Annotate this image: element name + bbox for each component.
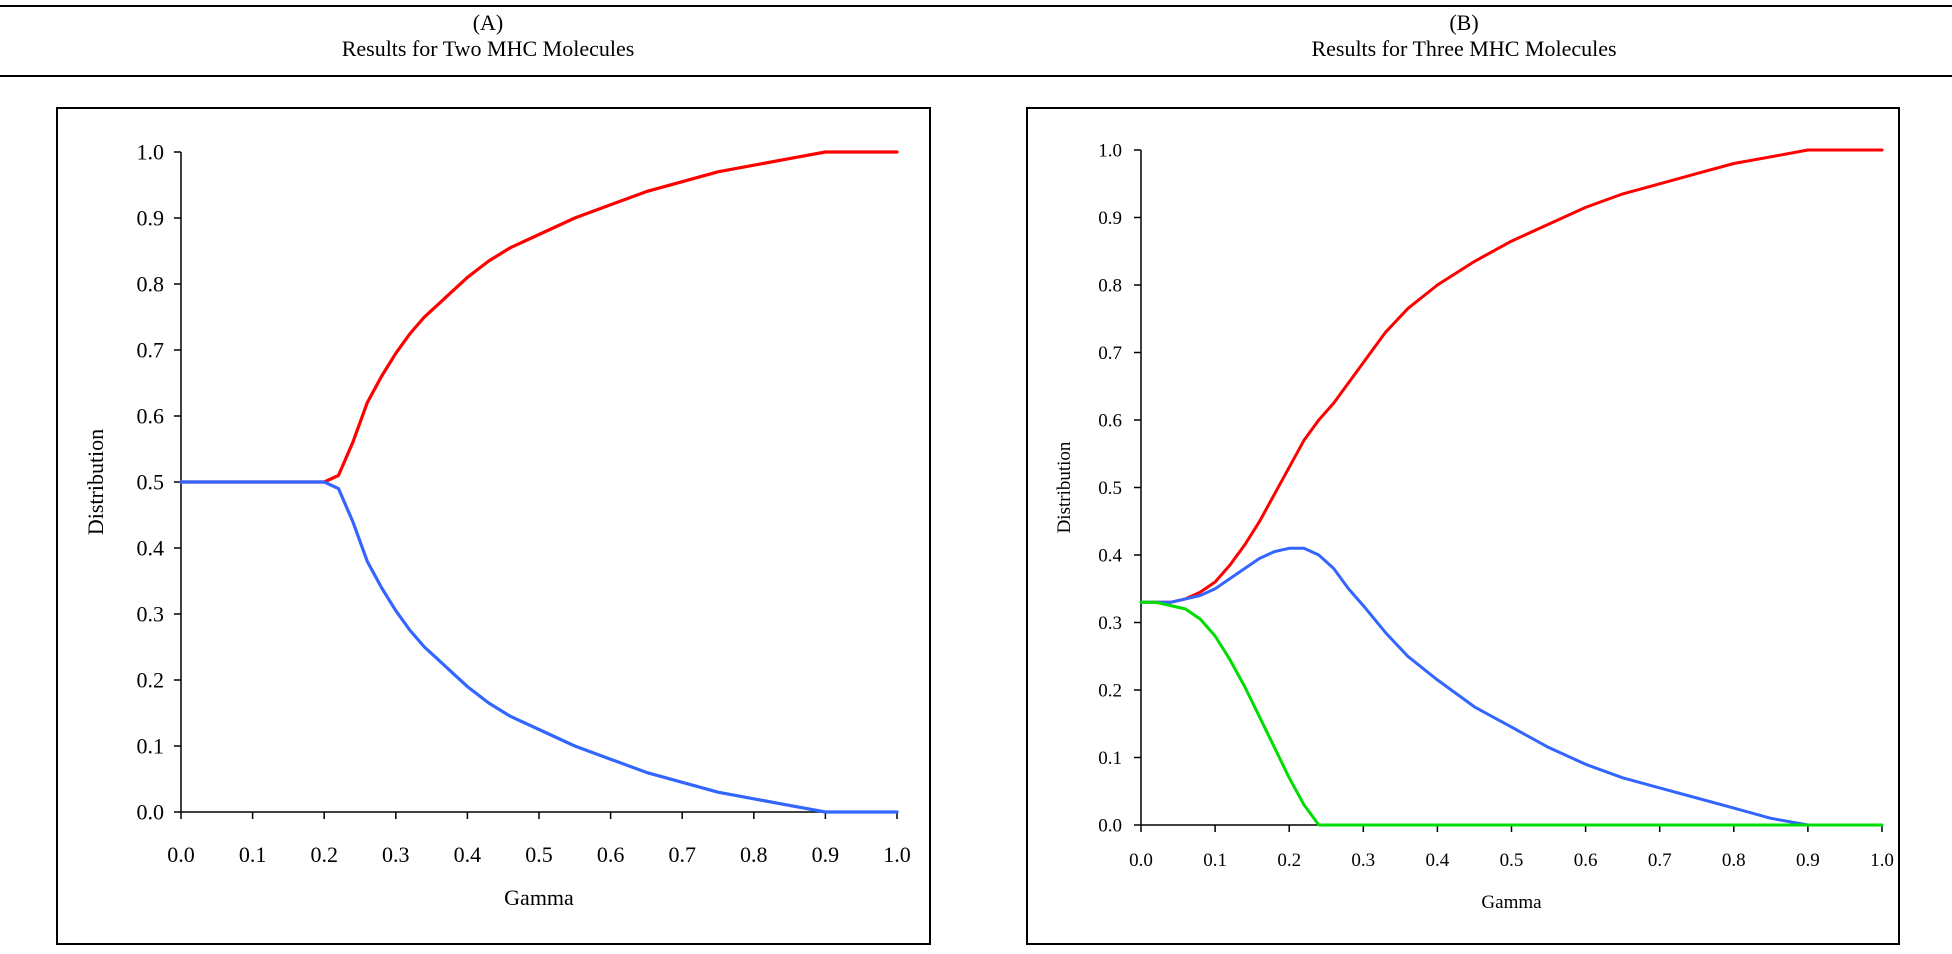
- x-tick-label: 0.3: [1351, 850, 1375, 871]
- y-axis-label: Distribution: [1054, 441, 1075, 533]
- x-tick-label: 0.5: [525, 842, 553, 867]
- y-tick-label: 0.2: [1098, 681, 1122, 702]
- chart-frame: [1026, 107, 1900, 945]
- x-tick-label: 1.0: [883, 842, 911, 867]
- x-tick-label: 0.1: [1203, 850, 1227, 871]
- x-tick-label: 0.1: [239, 842, 267, 867]
- y-tick-label: 0.6: [1098, 411, 1122, 432]
- panel-a-title: Results for Two MHC Molecules: [341, 36, 635, 61]
- y-tick-label: 0.4: [137, 536, 165, 561]
- x-tick-label: 0.2: [310, 842, 338, 867]
- series-line-1: [179, 480, 899, 814]
- panel-b-header: (B) Results for Three MHC Molecules: [976, 10, 1952, 62]
- y-tick-label: 1.0: [137, 140, 165, 165]
- x-tick-label: 0.4: [1426, 850, 1450, 871]
- y-tick-label: 0.1: [1098, 748, 1122, 769]
- series-line-0: [1139, 148, 1884, 604]
- x-tick-label: 0.6: [597, 842, 625, 867]
- y-tick-label: 0.4: [1098, 546, 1122, 567]
- series-line-0: [179, 150, 899, 484]
- y-tick-label: 0.3: [1098, 613, 1122, 634]
- top-rule: [0, 5, 1952, 7]
- x-axis-label: Gamma: [504, 885, 574, 910]
- y-tick-label: 0.7: [1098, 343, 1122, 364]
- series-line-1: [1139, 546, 1884, 827]
- y-tick-label: 0.9: [137, 206, 165, 231]
- x-tick-label: 0.0: [1129, 850, 1153, 871]
- y-tick-label: 0.7: [137, 338, 165, 363]
- chart-frame: [56, 107, 931, 945]
- y-tick-label: 0.2: [137, 668, 165, 693]
- x-tick-label: 1.0: [1870, 850, 1894, 871]
- y-axis-label: Distribution: [83, 429, 108, 535]
- y-tick-label: 0.1: [137, 734, 165, 759]
- y-tick-label: 0.5: [137, 470, 165, 495]
- y-tick-label: 0.8: [1098, 276, 1122, 297]
- x-tick-label: 0.9: [812, 842, 840, 867]
- panel-a-header: (A) Results for Two MHC Molecules: [0, 10, 976, 62]
- x-axis-label: Gamma: [1481, 892, 1542, 913]
- x-tick-label: 0.6: [1574, 850, 1598, 871]
- x-tick-label: 0.2: [1277, 850, 1301, 871]
- y-tick-label: 0.0: [1098, 816, 1122, 837]
- header-bottom-rule: [0, 75, 1952, 77]
- x-tick-label: 0.7: [1648, 850, 1672, 871]
- x-tick-label: 0.8: [740, 842, 768, 867]
- y-tick-label: 0.8: [137, 272, 165, 297]
- panel-a-letter: (A): [472, 10, 504, 35]
- x-tick-label: 0.9: [1796, 850, 1820, 871]
- y-tick-label: 1.0: [1098, 141, 1122, 162]
- x-tick-label: 0.3: [382, 842, 410, 867]
- chart-b: 0.0 0.1 0.2 0.3 0.4 0.5 0.6 0.7 0.8 0.9 1.0 0.0 0.1 0…: [1026, 107, 1900, 945]
- y-tick-label: 0.9: [1098, 208, 1122, 229]
- y-tick-label: 0.6: [137, 404, 165, 429]
- x-tick-label: 0.5: [1500, 850, 1524, 871]
- x-tick-label: 0.4: [454, 842, 482, 867]
- y-tick-label: 0.0: [137, 800, 165, 825]
- panel-b-letter: (B): [1449, 10, 1479, 35]
- series-line-2: [1139, 600, 1884, 827]
- x-tick-label: 0.0: [167, 842, 195, 867]
- x-tick-label: 0.8: [1722, 850, 1746, 871]
- x-tick-label: 0.7: [668, 842, 696, 867]
- panel-b-title: Results for Three MHC Molecules: [1311, 36, 1617, 61]
- y-tick-label: 0.5: [1098, 478, 1122, 499]
- y-tick-label: 0.3: [137, 602, 165, 627]
- chart-a: 0.0 0.1 0.2 0.3 0.4 0.5 0.6 0.7 0.8 0.9 1.0 0.0 0.1 0…: [56, 107, 931, 945]
